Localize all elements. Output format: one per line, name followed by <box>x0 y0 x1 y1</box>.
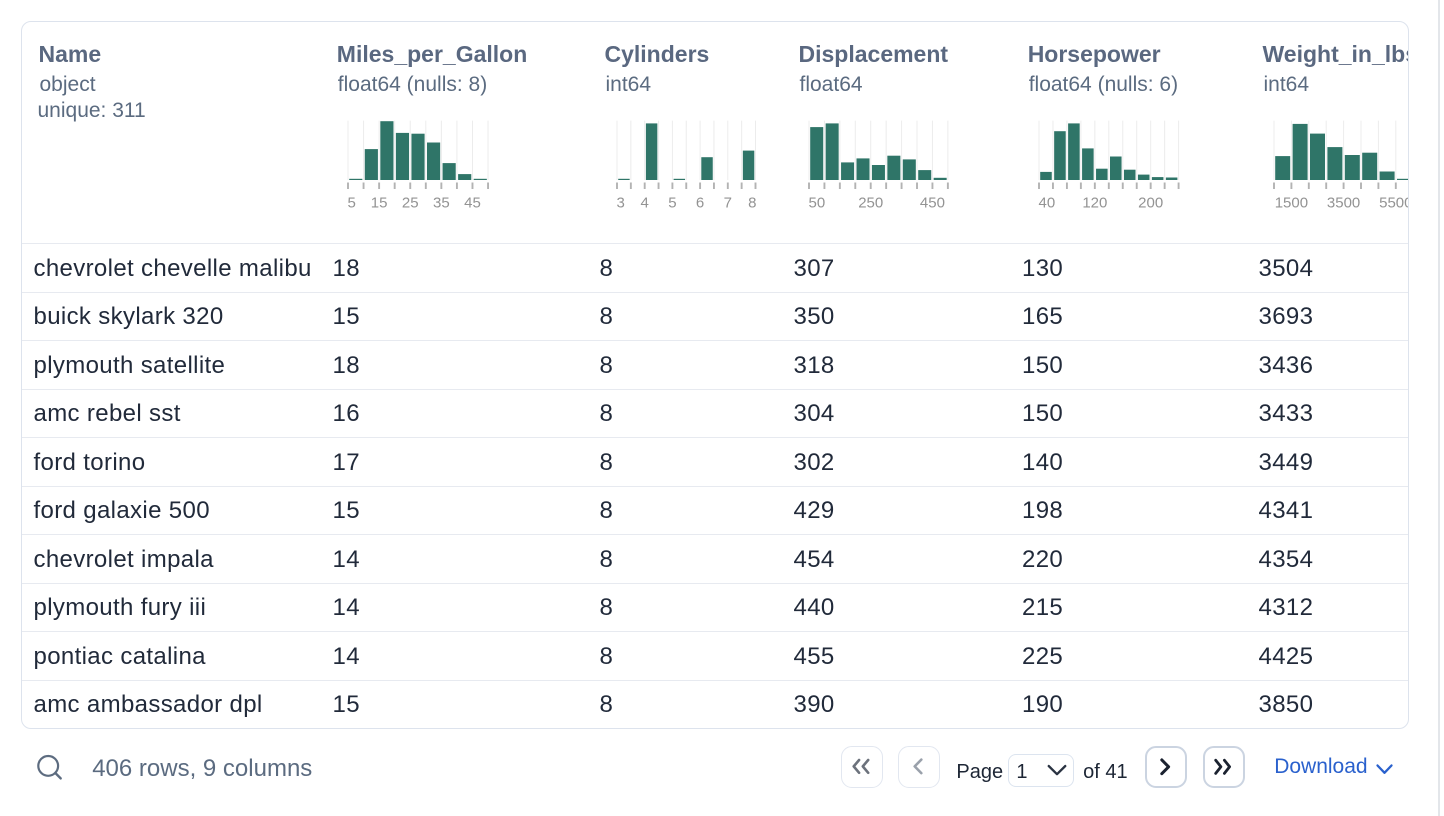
svg-text:15: 15 <box>371 194 388 211</box>
svg-text:5500: 5500 <box>1379 194 1408 211</box>
svg-text:120: 120 <box>1082 194 1107 211</box>
svg-text:1500: 1500 <box>1275 194 1308 211</box>
svg-text:7: 7 <box>724 194 732 211</box>
svg-text:6: 6 <box>696 194 704 211</box>
svg-text:25: 25 <box>402 194 419 211</box>
svg-text:35: 35 <box>433 194 450 211</box>
svg-text:3500: 3500 <box>1327 194 1360 211</box>
svg-text:40: 40 <box>1039 194 1056 211</box>
svg-text:3: 3 <box>617 194 625 211</box>
svg-text:250: 250 <box>859 194 884 211</box>
svg-text:4: 4 <box>641 194 649 211</box>
svg-text:5: 5 <box>669 194 677 211</box>
svg-text:200: 200 <box>1138 194 1163 211</box>
svg-text:5: 5 <box>348 194 356 211</box>
svg-text:8: 8 <box>748 194 756 211</box>
svg-text:50: 50 <box>809 194 826 211</box>
svg-text:45: 45 <box>464 194 481 211</box>
svg-text:450: 450 <box>920 194 945 211</box>
